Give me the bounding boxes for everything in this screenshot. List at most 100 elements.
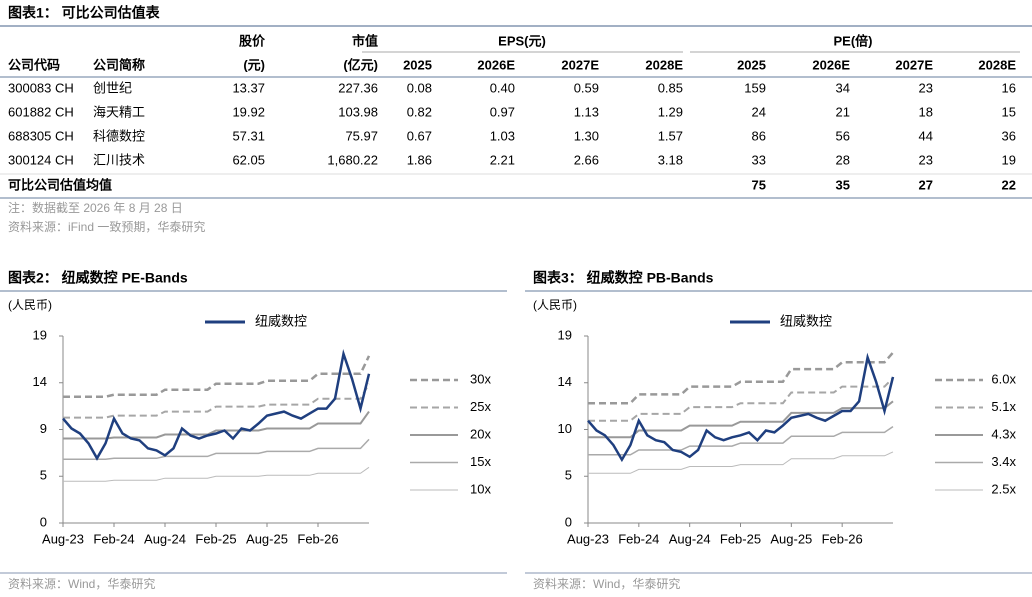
- series-line: [63, 466, 370, 482]
- column-header: (元): [243, 57, 265, 72]
- y-tick-label: 19: [558, 327, 572, 342]
- x-tick-label: Aug-24: [669, 531, 711, 546]
- series-line: [588, 377, 894, 422]
- table-cell: 103.98: [338, 104, 378, 119]
- y-tick-label: 5: [565, 468, 572, 483]
- average-value: 75: [752, 177, 766, 192]
- x-tick-label: Feb-25: [720, 531, 761, 546]
- table-cell: 44: [919, 128, 933, 143]
- x-tick-label: Aug-25: [246, 531, 288, 546]
- table-cell: 86: [752, 128, 766, 143]
- legend-label: 3.4x: [991, 454, 1016, 469]
- table-cell: 0.08: [407, 80, 432, 95]
- header-group: EPS(元): [498, 33, 546, 48]
- legend-label: 6.0x: [991, 371, 1016, 386]
- series-line: [587, 352, 895, 463]
- legend-label: 2.5x: [991, 481, 1016, 496]
- column-header: 2028E: [645, 57, 683, 72]
- table-cell: 0.67: [407, 128, 432, 143]
- table-cell: 0.40: [490, 80, 515, 95]
- table-cell: 1.03: [490, 128, 515, 143]
- column-header: (亿元): [343, 57, 378, 72]
- column-header: 2027E: [895, 57, 933, 72]
- series-line: [63, 355, 371, 398]
- x-tick-label: Feb-26: [297, 531, 338, 546]
- table-cell: 1.13: [574, 104, 599, 119]
- table-cell: 创世纪: [93, 80, 132, 95]
- y-tick-label: 19: [33, 327, 47, 342]
- x-tick-label: Aug-23: [567, 531, 609, 546]
- legend-label: 10x: [470, 481, 491, 496]
- table-cell: 56: [836, 128, 850, 143]
- table-cell: 16: [1002, 80, 1016, 95]
- note: 资料来源：iFind 一致预期，华泰研究: [8, 219, 205, 234]
- table-cell: 23: [919, 80, 933, 95]
- table-cell: 300124 CH: [8, 152, 74, 167]
- column-header: 2028E: [978, 57, 1016, 72]
- table-cell: 汇川技术: [93, 152, 145, 167]
- legend-label: 20x: [470, 426, 491, 441]
- table-cell: 3.18: [658, 152, 683, 167]
- x-tick-label: Aug-23: [42, 531, 84, 546]
- table-cell: 2.21: [490, 152, 515, 167]
- y-tick-label: 9: [40, 421, 47, 436]
- source: 资料来源：Wind，华泰研究: [533, 576, 680, 591]
- legend-label: 25x: [470, 399, 491, 414]
- average-value: 35: [836, 177, 850, 192]
- y-tick-label: 10: [558, 421, 572, 436]
- table-cell: 1.57: [658, 128, 683, 143]
- table-cell: 18: [919, 104, 933, 119]
- table-cell: 0.82: [407, 104, 432, 119]
- header-group: 股价: [239, 33, 266, 48]
- table-cell: 19: [1002, 152, 1016, 167]
- table-cell: 23: [919, 152, 933, 167]
- table-cell: 19.92: [232, 104, 265, 119]
- table-cell: 62.05: [232, 152, 265, 167]
- legend-label: 5.1x: [991, 399, 1016, 414]
- series-line: [588, 425, 894, 456]
- table-cell: 36: [1002, 128, 1016, 143]
- legend-label: 纽威数控: [255, 313, 307, 328]
- chart-title: 图表2： 纽威数控 PE-Bands: [8, 270, 188, 286]
- series-line: [63, 383, 370, 419]
- legend-label: 30x: [470, 371, 491, 386]
- table-cell: 24: [752, 104, 766, 119]
- column-header: 2025: [737, 57, 766, 72]
- table-cell: 科德数控: [93, 128, 145, 143]
- table-cell: 0.85: [658, 80, 683, 95]
- column-header: 公司简称: [93, 57, 145, 72]
- table-cell: 227.36: [338, 80, 378, 95]
- series-line: [63, 411, 370, 440]
- column-header: 公司代码: [8, 57, 60, 72]
- table-cell: 688305 CH: [8, 128, 74, 143]
- legend-label: 纽威数控: [780, 313, 832, 328]
- y-tick-label: 5: [40, 468, 47, 483]
- column-header: 2026E: [812, 57, 850, 72]
- x-tick-label: Aug-25: [770, 531, 812, 546]
- average-label: 可比公司估值均值: [8, 177, 112, 192]
- x-tick-label: Feb-26: [822, 531, 863, 546]
- legend-label: 15x: [470, 454, 491, 469]
- series-line: [588, 400, 894, 439]
- y-tick-label: 14: [33, 374, 47, 389]
- average-value: 27: [919, 177, 933, 192]
- legend-label: 4.3x: [991, 426, 1016, 441]
- table-cell: 28: [836, 152, 850, 167]
- table-cell: 15: [1002, 104, 1016, 119]
- column-header: 2027E: [561, 57, 599, 72]
- x-tick-label: Feb-25: [195, 531, 236, 546]
- y-axis-label: (人民币): [8, 298, 52, 312]
- header-group: 市值: [352, 33, 378, 48]
- table-cell: 1,680.22: [327, 152, 378, 167]
- table-cell: 21: [836, 104, 850, 119]
- table-cell: 33: [752, 152, 766, 167]
- table-cell: 0.97: [490, 104, 515, 119]
- table-cell: 57.31: [232, 128, 265, 143]
- table-cell: 601882 CH: [8, 104, 74, 119]
- table-cell: 1.86: [407, 152, 432, 167]
- y-axis-label: (人民币): [533, 298, 577, 312]
- column-header: 2026E: [477, 57, 515, 72]
- x-tick-label: Feb-24: [93, 531, 134, 546]
- table-cell: 300083 CH: [8, 80, 74, 95]
